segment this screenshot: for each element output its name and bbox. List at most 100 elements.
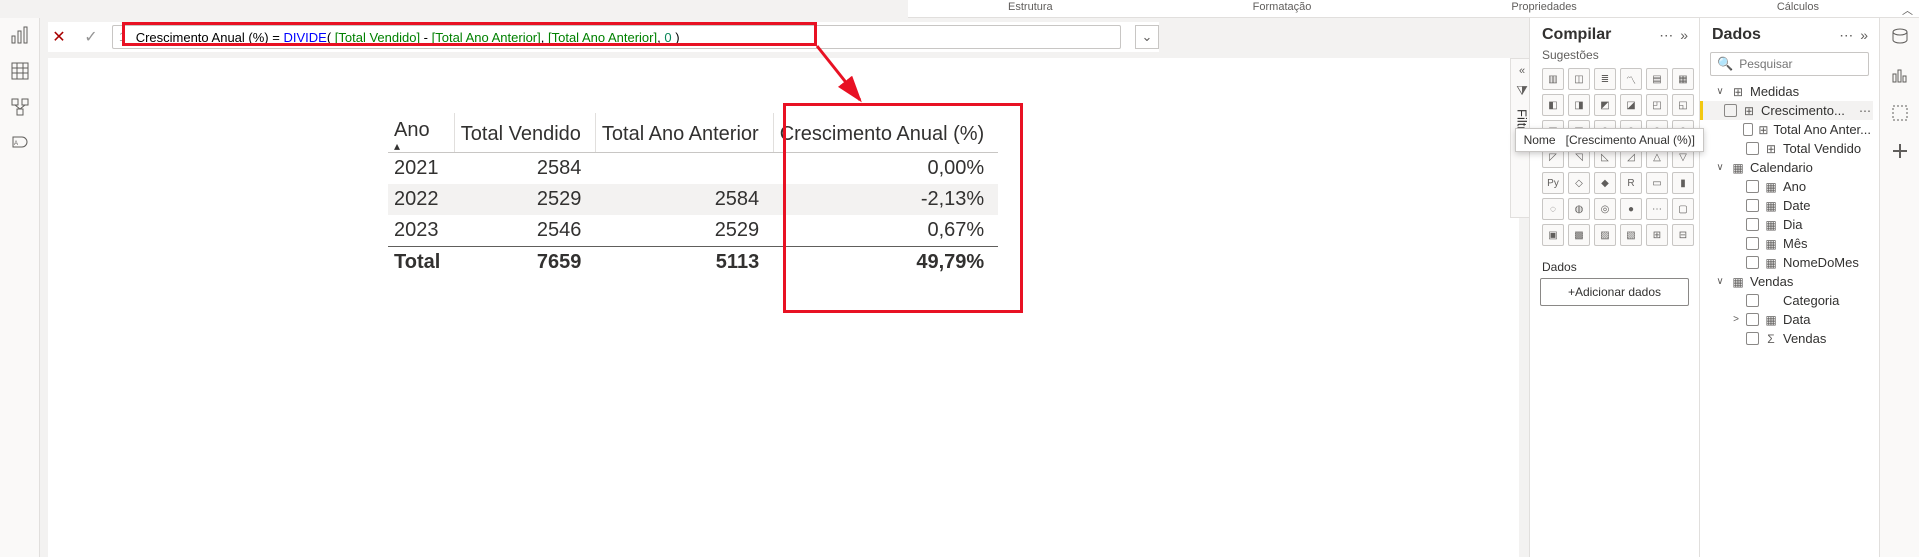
viz-more-icon[interactable]: ⋯ [1659, 27, 1674, 44]
field-checkbox[interactable] [1743, 123, 1753, 136]
field-tree-node[interactable]: ▦Mês [1708, 234, 1873, 253]
data-search[interactable]: 🔍 [1710, 52, 1869, 76]
chevron-icon[interactable]: ∨ [1714, 276, 1726, 287]
model-view-icon[interactable] [9, 96, 31, 118]
commit-formula-icon[interactable]: ✓ [80, 26, 102, 48]
chevron-icon[interactable]: ∨ [1714, 162, 1726, 173]
data-more-icon[interactable]: ⋯ [1839, 27, 1854, 44]
report-canvas[interactable]: Ano▴Total VendidoTotal Ano AnteriorCresc… [48, 58, 1519, 557]
ribbon-tab-formatacao[interactable]: Formatação [1153, 0, 1412, 17]
field-tree-node[interactable]: ⊞Total Ano Anter... [1708, 120, 1873, 139]
field-tree-node[interactable]: ΣVendas [1708, 329, 1873, 348]
viz-type-button[interactable]: ≣ [1594, 68, 1616, 90]
table-row[interactable]: 202225292584-2,13% [388, 184, 998, 215]
field-checkbox[interactable] [1746, 142, 1759, 155]
field-checkbox[interactable] [1746, 218, 1759, 231]
viz-type-button[interactable]: ◇ [1568, 172, 1590, 194]
chevron-icon[interactable]: > [1730, 314, 1742, 325]
viz-collapse-icon[interactable]: » [1680, 27, 1689, 43]
table-row[interactable]: 202125840,00% [388, 153, 998, 185]
viz-type-button[interactable]: ◰ [1646, 94, 1668, 116]
viz-type-button[interactable]: ▤ [1646, 68, 1668, 90]
viz-type-button[interactable]: ◨ [1568, 94, 1590, 116]
field-more-icon[interactable]: ⋯ [1859, 104, 1871, 118]
viz-type-button[interactable]: ◌ [1542, 198, 1564, 220]
field-checkbox[interactable] [1746, 237, 1759, 250]
field-tree-node[interactable]: Categoria [1708, 291, 1873, 310]
field-tree-node[interactable]: ▦Date [1708, 196, 1873, 215]
viz-type-button[interactable]: ▩ [1568, 224, 1590, 246]
viz-type-button[interactable]: ▣ [1542, 224, 1564, 246]
formula-token: - [420, 30, 432, 45]
table-header[interactable]: Crescimento Anual (%) [773, 113, 998, 153]
field-tree-node[interactable]: >▦Data [1708, 310, 1873, 329]
field-type-icon: ▦ [1763, 237, 1779, 251]
field-tree-node[interactable]: ▦Ano [1708, 177, 1873, 196]
field-tree-node[interactable]: ▦Dia [1708, 215, 1873, 234]
viz-type-button[interactable]: ◧ [1542, 94, 1564, 116]
formula-dropdown-icon[interactable]: ⌄ [1135, 25, 1159, 49]
data-collapse-icon[interactable]: » [1860, 27, 1869, 43]
field-checkbox[interactable] [1746, 294, 1759, 307]
field-checkbox[interactable] [1746, 180, 1759, 193]
viz-type-button[interactable]: ◎ [1594, 198, 1616, 220]
viz-type-button[interactable]: ◍ [1568, 198, 1590, 220]
table-row[interactable]: 2023254625290,67% [388, 215, 998, 247]
formula-input[interactable]: 1 Crescimento Anual (%) = DIVIDE( [Total… [112, 25, 1121, 49]
cancel-formula-icon[interactable]: ✕ [48, 26, 70, 48]
ribbon-tab-estrutura[interactable]: Estrutura [908, 0, 1153, 17]
viz-type-button[interactable]: ▢ [1672, 198, 1694, 220]
viz-type-button[interactable]: ▧ [1620, 224, 1642, 246]
viz-type-button[interactable]: ▮ [1672, 172, 1694, 194]
add-data-button[interactable]: +Adicionar dados [1540, 278, 1689, 306]
field-checkbox[interactable] [1746, 332, 1759, 345]
table-view-icon[interactable] [9, 60, 31, 82]
field-checkbox[interactable] [1746, 199, 1759, 212]
expand-filters-icon[interactable]: « [1519, 65, 1525, 77]
viz-type-button[interactable]: ▦ [1672, 68, 1694, 90]
search-icon: 🔍 [1717, 56, 1733, 72]
viz-type-button[interactable]: ▥ [1542, 68, 1564, 90]
report-view-icon[interactable] [9, 24, 31, 46]
viz-type-button[interactable]: ▭ [1646, 172, 1668, 194]
viz-type-button[interactable]: ● [1620, 198, 1642, 220]
format-icon[interactable] [1889, 64, 1911, 86]
field-tree-node[interactable]: ▦NomeDoMes [1708, 253, 1873, 272]
ribbon-tab-propriedades[interactable]: Propriedades [1411, 0, 1676, 17]
viz-type-button[interactable]: R [1620, 172, 1642, 194]
viz-type-button[interactable]: 〽 [1620, 68, 1642, 90]
field-type-icon: ▦ [1763, 180, 1779, 194]
viz-type-button[interactable]: ◫ [1568, 68, 1590, 90]
table-header[interactable]: Total Vendido [454, 113, 595, 153]
field-tree-node[interactable]: ∨⊞Medidas [1708, 82, 1873, 101]
chevron-icon[interactable]: ∨ [1714, 86, 1726, 97]
dax-view-icon[interactable]: A [9, 132, 31, 154]
table-header[interactable]: Ano▴ [388, 113, 454, 153]
field-tree-node[interactable]: ⊞Total Vendido [1708, 139, 1873, 158]
field-checkbox[interactable] [1746, 256, 1759, 269]
table-cell: 49,79% [773, 247, 998, 279]
viz-type-button[interactable]: Py [1542, 172, 1564, 194]
table-header[interactable]: Total Ano Anterior [595, 113, 773, 153]
table-visual[interactable]: Ano▴Total VendidoTotal Ano AnteriorCresc… [388, 113, 998, 278]
ribbon-tab-calculos[interactable]: Cálculos [1677, 0, 1919, 17]
field-tree-node[interactable]: ⊞Crescimento...⋯ [1700, 101, 1873, 120]
field-tree-node[interactable]: ∨▦Calendario [1708, 158, 1873, 177]
viz-type-button[interactable]: ⊞ [1646, 224, 1668, 246]
viz-type-button[interactable]: ◩ [1594, 94, 1616, 116]
field-tree-node[interactable]: ∨▦Vendas [1708, 272, 1873, 291]
data-hub-icon[interactable] [1889, 26, 1911, 48]
collapse-ribbon-icon[interactable]: ︿ [1902, 2, 1913, 18]
search-input[interactable] [1739, 57, 1894, 71]
viz-type-button[interactable]: ⊟ [1672, 224, 1694, 246]
viz-type-button[interactable]: ⋯ [1646, 198, 1668, 220]
filter-icon: ⧩ [1516, 83, 1528, 99]
viz-type-button[interactable]: ◱ [1672, 94, 1694, 116]
viz-type-button[interactable]: ◆ [1594, 172, 1616, 194]
field-checkbox[interactable] [1724, 104, 1737, 117]
selection-icon[interactable] [1889, 102, 1911, 124]
field-checkbox[interactable] [1746, 313, 1759, 326]
viz-type-button[interactable]: ▨ [1594, 224, 1616, 246]
viz-type-button[interactable]: ◪ [1620, 94, 1642, 116]
add-icon[interactable] [1889, 140, 1911, 162]
